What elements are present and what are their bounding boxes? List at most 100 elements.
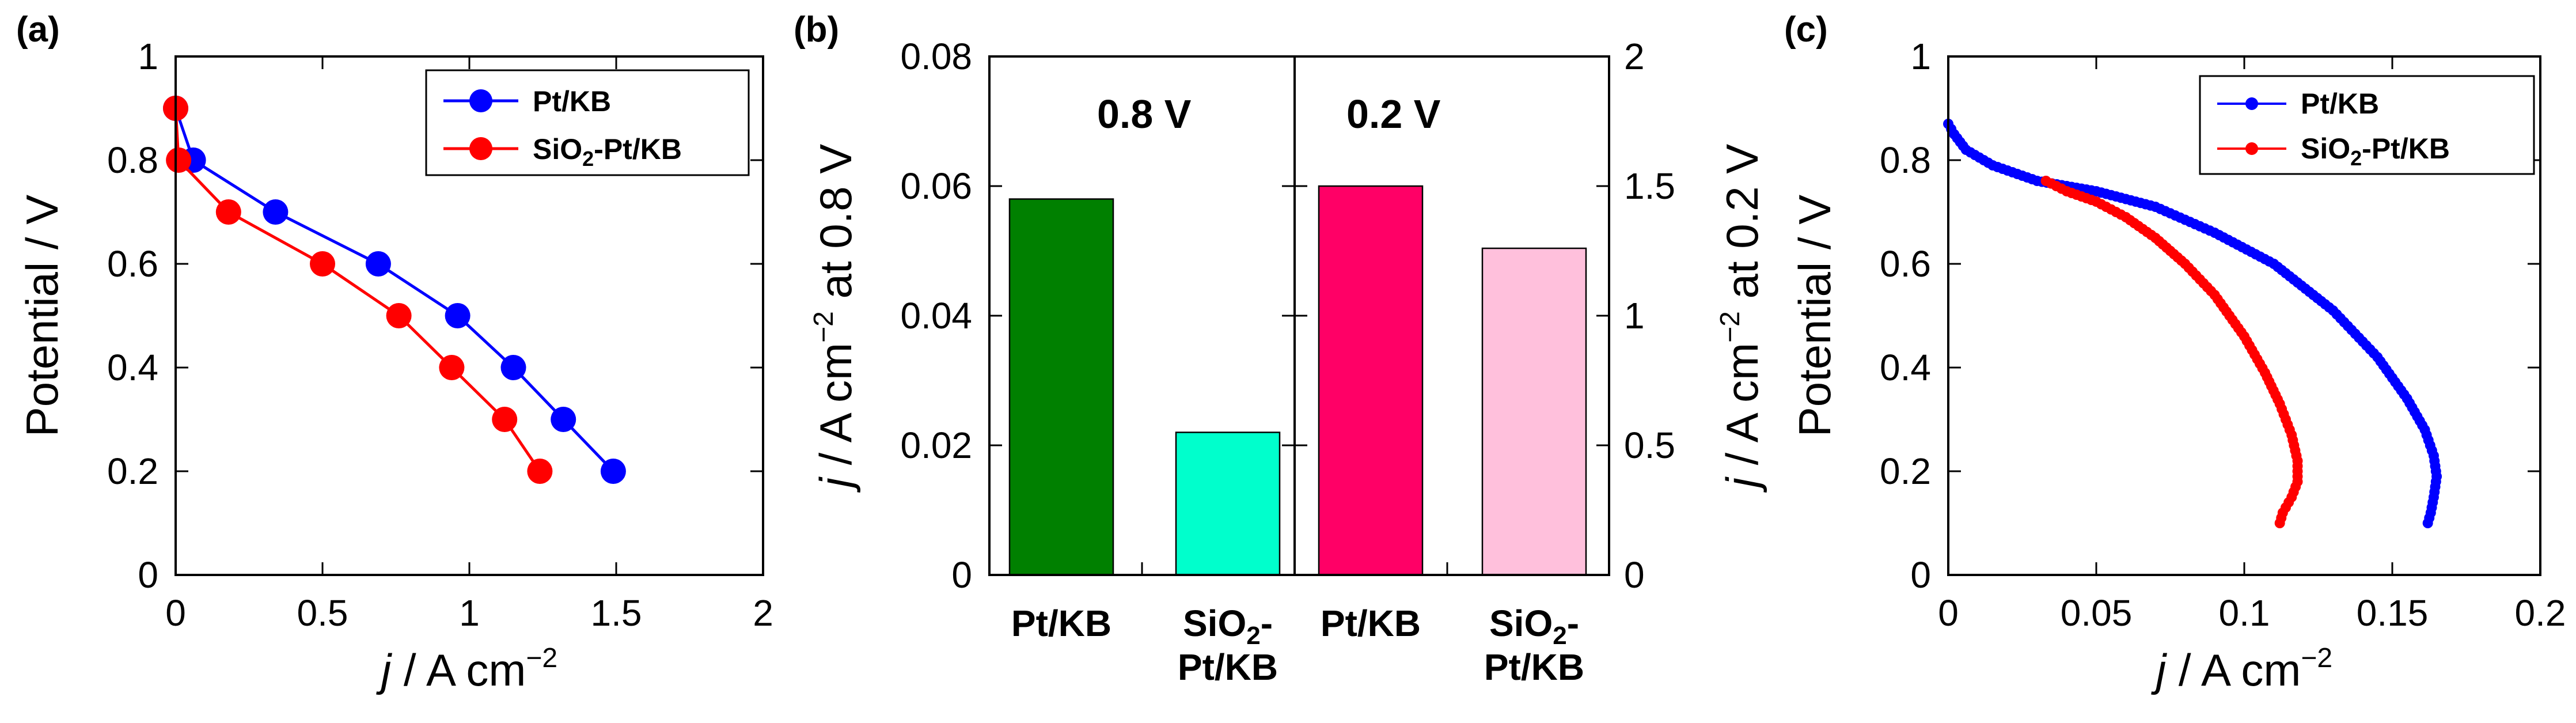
panel-c-ytick-labels: 0 0.2 0.4 0.6 0.8 1 (1880, 36, 1931, 596)
panel-c-legend-marker-sio2 (2245, 142, 2258, 155)
series-1-point (492, 407, 518, 432)
series-1-point (166, 147, 192, 173)
series-0-point (365, 251, 391, 277)
series-1-point (439, 355, 465, 380)
panel-a-legend-sio2-post: -Pt/KB (594, 133, 682, 165)
xtick-label: 0.1 (2219, 592, 2270, 634)
left-ytick-label: 0.06 (900, 165, 972, 207)
panel-c-legend-marker-ptkb (2245, 97, 2258, 110)
bar-0-1 (1175, 431, 1281, 576)
series-1-point (2274, 518, 2285, 528)
panel-b-category-sio2-2-line1: SiO2- (1489, 603, 1579, 650)
ytick-label: 1 (138, 36, 158, 77)
series-line-0 (1947, 123, 2438, 524)
panel-a-legend-marker-ptkb (469, 89, 492, 112)
right-ytick-label: 0 (1624, 554, 1645, 596)
panel-b-category-sio2-2-line2: Pt/KB (1484, 646, 1584, 688)
series-1-point (310, 251, 335, 277)
panel-c-ylabel: Potential / V (1789, 195, 1840, 437)
ytick-label: 0.4 (107, 347, 158, 388)
ytick-label: 0 (1910, 554, 1931, 596)
panel-c-xlabel-j: j (2151, 645, 2168, 695)
panel-c-label: (c) (1784, 10, 1828, 50)
panel-b-cat2-sio: SiO (1489, 603, 1553, 644)
panel-c-legend-sio2-post: -Pt/KB (2362, 133, 2450, 165)
panel-c-xtick-labels: 0 0.05 0.1 0.15 0.2 (1938, 592, 2566, 634)
panel-a-xlabel-unit: / A cm (391, 645, 526, 695)
panel-b-right-ytick-labels: 0 0.5 1 1.5 2 (1624, 36, 1675, 596)
panel-b-ylabel-left-unit: / A cm (810, 343, 861, 478)
panel-c-legend: Pt/KB SiO2-Pt/KB (2199, 75, 2535, 175)
panel-b-ylabel-right-tail: at 0.2 V (1717, 144, 1767, 312)
panel-c-legend-label-sio2: SiO2-Pt/KB (2301, 133, 2450, 170)
panel-b-right-frame (1293, 55, 1610, 576)
xtick-label: 1.5 (591, 592, 642, 634)
left-ytick-label: 0.08 (900, 36, 972, 77)
left-ytick-label: 0 (951, 554, 972, 596)
panel-a-legend-label-sio2: SiO2-Pt/KB (533, 133, 682, 171)
right-ytick-label: 2 (1624, 36, 1645, 77)
panel-b-category-ptkb-2: Pt/KB (1321, 603, 1421, 644)
ytick-label: 0 (138, 554, 158, 596)
panel-c-xlabel: j / A cm−2 (2151, 643, 2332, 695)
series-0-point (445, 303, 471, 328)
series-0-point (500, 355, 526, 380)
series-0-point (2422, 518, 2433, 528)
right-ytick-label: 1 (1624, 295, 1645, 336)
panel-b-cat1-sub: 2 (1246, 622, 1260, 650)
panel-a-xlabel-exp: −2 (526, 643, 557, 673)
xtick-label: 0.05 (2061, 592, 2133, 634)
panel-b-category-ptkb-1: Pt/KB (1011, 603, 1111, 644)
panel-a-xtick-labels: 0 0.5 1 1.5 2 (165, 592, 773, 634)
left-ytick-label: 0.02 (900, 425, 972, 466)
ytick-label: 0.6 (1880, 243, 1931, 285)
series-1-point (386, 303, 412, 328)
xtick-label: 1 (459, 592, 480, 634)
panel-a-legend-marker-sio2 (469, 137, 492, 160)
xtick-label: 0.15 (2357, 592, 2429, 634)
panel-c-legend-box (2199, 75, 2535, 175)
series-0-point (263, 199, 289, 225)
panel-c-xlabel-exp: −2 (2301, 643, 2332, 673)
xtick-label: 0 (165, 592, 186, 634)
panel-a-xlabel-j: j (376, 645, 393, 695)
panel-b-cat1-sio: SiO (1183, 603, 1246, 644)
series-0-point (551, 407, 576, 432)
bar-1-1 (1481, 247, 1587, 576)
bar-0-0 (1008, 198, 1114, 576)
xtick-label: 0.5 (297, 592, 348, 634)
panel-a-ytick-labels: 0 0.2 0.4 0.6 0.8 1 (107, 36, 158, 596)
ytick-label: 0.8 (107, 139, 158, 181)
panel-c: (c) 0 0.05 0.1 0.15 0.2 0 0.2 0.4 0.6 0.8 1 j / A… (1784, 10, 2566, 695)
panel-b-bars (1008, 185, 1587, 576)
panel-c-data (1943, 119, 2442, 528)
panel-a-xlabel: j / A cm−2 (376, 643, 557, 695)
panel-b: (b) 0 0.02 0.04 0.06 0.08 0 0.5 1 1.5 2 0.8 V 0.… (794, 10, 1767, 688)
panel-b-ylabel-right-j: j (1717, 476, 1767, 493)
panel-a: (a) 0 0.5 1 1.5 2 00.20.40.60.81 j / A cm−2 … (16, 10, 773, 695)
ytick-label: 0.2 (107, 451, 158, 492)
xtick-label: 0 (1938, 592, 1959, 634)
panel-a-legend-label-ptkb: Pt/KB (533, 85, 611, 118)
panel-b-left-ytick-labels: 0 0.02 0.04 0.06 0.08 (900, 36, 972, 596)
panel-b-ylabel-right-unit: / A cm (1717, 343, 1767, 478)
panel-b-ylabel-right: j / A cm−2 at 0.2 V (1715, 144, 1767, 493)
series-1-point (527, 459, 553, 484)
left-ytick-label: 0.04 (900, 295, 972, 336)
panel-a-legend-sio2-pre: SiO (533, 133, 582, 165)
ytick-label: 0.8 (1880, 139, 1931, 181)
series-1-point (215, 199, 241, 225)
ytick-label: 0.6 (107, 243, 158, 285)
panel-a-ylabel: Potential / V (17, 195, 67, 437)
panel-b-label: (b) (794, 10, 839, 50)
ytick-label: 0.4 (1880, 347, 1931, 388)
series-0-point (600, 459, 626, 484)
panel-b-ylabel-left-exp: −2 (809, 311, 839, 343)
panel-c-xlabel-unit: / A cm (2166, 645, 2301, 695)
panel-b-annotation-0.8V: 0.8 V (1097, 92, 1192, 137)
panel-b-cat2-dash: - (1567, 603, 1579, 644)
panel-c-legend-label-ptkb: Pt/KB (2301, 88, 2379, 120)
xtick-label: 2 (753, 592, 773, 634)
panel-b-annotation-0.2V: 0.2 V (1346, 92, 1441, 137)
